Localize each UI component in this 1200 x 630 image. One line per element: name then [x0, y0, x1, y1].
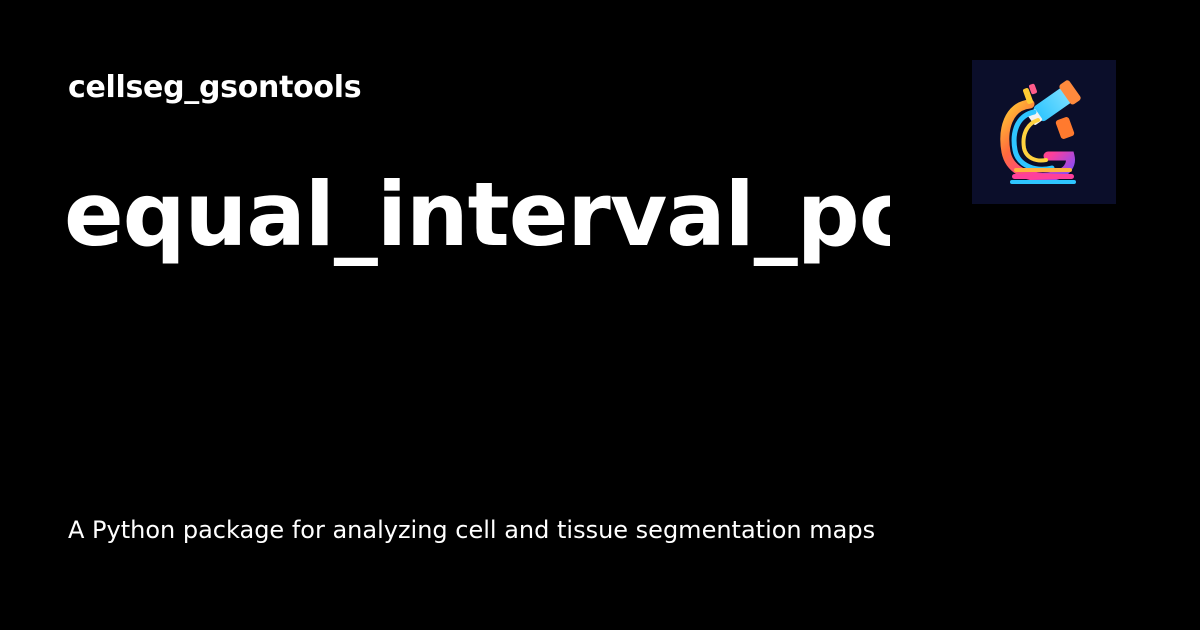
site-name: cellseg_gsontools: [68, 70, 362, 105]
microscope-g-logo-icon: [972, 60, 1116, 204]
page-title-container: equal_interval_poi: [64, 160, 890, 270]
page-description: A Python package for analyzing cell and …: [68, 516, 876, 544]
page-title: equal_interval_poi: [64, 163, 890, 266]
